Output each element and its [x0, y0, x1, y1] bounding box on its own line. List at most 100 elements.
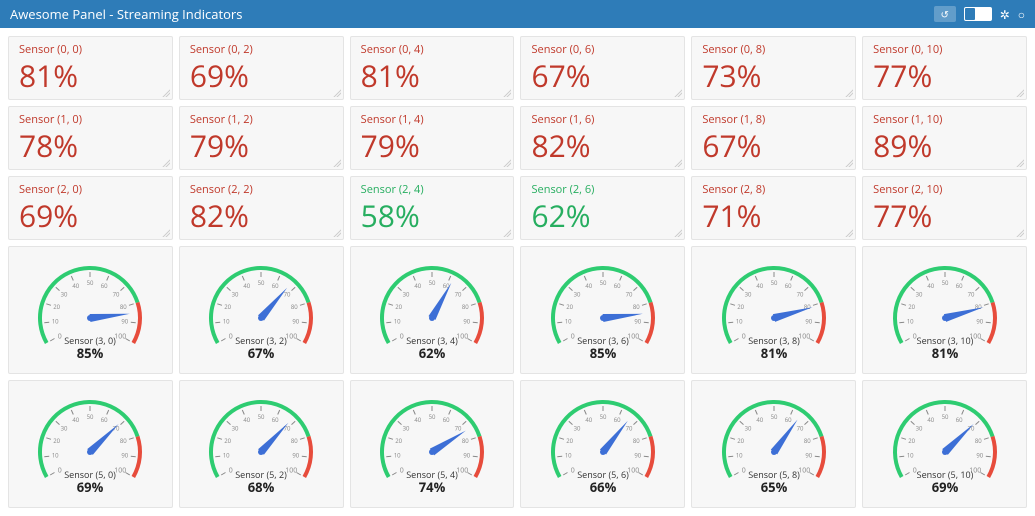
- svg-text:20: 20: [395, 437, 402, 445]
- sun-icon[interactable]: ✲: [1000, 6, 1010, 23]
- svg-text:80: 80: [804, 437, 811, 445]
- svg-text:80: 80: [120, 303, 127, 311]
- gauge-svg: 0102030405060708090100Sensor (5, 8)65%: [699, 384, 849, 504]
- svg-text:100: 100: [456, 467, 468, 476]
- svg-text:40: 40: [244, 416, 251, 424]
- svg-text:80: 80: [462, 303, 469, 311]
- svg-text:60: 60: [272, 282, 279, 290]
- svg-text:10: 10: [52, 318, 59, 326]
- gauge-needle: [430, 431, 466, 456]
- svg-text:50: 50: [770, 279, 777, 287]
- gauge-svg: 0102030405060708090100Sensor (3, 0)85%: [15, 250, 165, 370]
- resize-handle-icon[interactable]: [503, 89, 511, 97]
- gauge-svg: 0102030405060708090100Sensor (3, 4)62%: [357, 250, 507, 370]
- svg-text:80: 80: [974, 437, 981, 445]
- svg-text:80: 80: [291, 303, 298, 311]
- number-card: Sensor (0, 8)73%: [691, 36, 856, 100]
- number-card: Sensor (0, 4)81%: [350, 36, 515, 100]
- theme-toggle[interactable]: [964, 7, 992, 21]
- number-card: Sensor (1, 10)89%: [862, 106, 1027, 170]
- gauge-svg: 0102030405060708090100Sensor (5, 10)69%: [870, 384, 1020, 504]
- resize-handle-icon[interactable]: [1016, 89, 1024, 97]
- svg-text:70: 70: [796, 291, 803, 299]
- svg-text:50: 50: [941, 279, 948, 287]
- svg-text:0: 0: [229, 333, 233, 342]
- resize-handle-icon[interactable]: [674, 89, 682, 97]
- gauge-card: 0102030405060708090100Sensor (3, 10)81%: [862, 246, 1027, 374]
- resize-handle-icon[interactable]: [674, 159, 682, 167]
- undo-button[interactable]: ↺: [934, 6, 956, 22]
- number-card: Sensor (0, 0)81%: [8, 36, 173, 100]
- svg-text:30: 30: [573, 425, 580, 433]
- svg-text:40: 40: [414, 282, 421, 290]
- svg-text:100: 100: [798, 333, 810, 342]
- gauge-needle: [429, 283, 452, 320]
- resize-handle-icon[interactable]: [674, 229, 682, 237]
- resize-handle-icon[interactable]: [333, 89, 341, 97]
- number-card: Sensor (1, 6)82%: [520, 106, 685, 170]
- gauge-svg: 0102030405060708090100Sensor (5, 2)68%: [186, 384, 336, 504]
- app-title: Awesome Panel - Streaming Indicators: [10, 5, 934, 23]
- number-card: Sensor (1, 0)78%: [8, 106, 173, 170]
- number-card: Sensor (0, 6)67%: [520, 36, 685, 100]
- card-value: 77%: [873, 199, 1016, 233]
- settings-icon[interactable]: ○: [1018, 6, 1025, 23]
- resize-handle-icon[interactable]: [503, 159, 511, 167]
- svg-text:60: 60: [443, 282, 450, 290]
- svg-text:0: 0: [400, 467, 404, 476]
- svg-text:20: 20: [908, 437, 915, 445]
- svg-text:40: 40: [585, 416, 592, 424]
- gauge-card: 0102030405060708090100Sensor (3, 0)85%: [8, 246, 173, 374]
- resize-handle-icon[interactable]: [1016, 159, 1024, 167]
- resize-handle-icon[interactable]: [333, 229, 341, 237]
- resize-handle-icon[interactable]: [162, 229, 170, 237]
- card-value: 79%: [190, 129, 333, 163]
- gauge-svg: 0102030405060708090100Sensor (3, 6)85%: [528, 250, 678, 370]
- dashboard-grid: Sensor (0, 0)81%Sensor (0, 2)69%Sensor (…: [0, 28, 1035, 516]
- card-value: 71%: [702, 199, 845, 233]
- svg-text:70: 70: [455, 425, 462, 433]
- resize-handle-icon[interactable]: [503, 229, 511, 237]
- resize-handle-icon[interactable]: [845, 229, 853, 237]
- card-value: 67%: [531, 59, 674, 93]
- number-card: Sensor (1, 8)67%: [691, 106, 856, 170]
- card-value: 78%: [19, 129, 162, 163]
- gauge-value: 85%: [77, 344, 104, 362]
- svg-text:20: 20: [224, 303, 231, 311]
- number-card: Sensor (1, 2)79%: [179, 106, 344, 170]
- svg-text:90: 90: [293, 452, 300, 460]
- svg-text:10: 10: [735, 452, 742, 460]
- svg-text:40: 40: [73, 282, 80, 290]
- card-value: 82%: [190, 199, 333, 233]
- card-value: 67%: [702, 129, 845, 163]
- card-value: 89%: [873, 129, 1016, 163]
- gauge-value: 85%: [590, 344, 617, 362]
- svg-text:10: 10: [565, 318, 572, 326]
- svg-text:50: 50: [941, 413, 948, 421]
- card-value: 81%: [361, 59, 504, 93]
- svg-text:20: 20: [54, 303, 61, 311]
- resize-handle-icon[interactable]: [333, 159, 341, 167]
- resize-handle-icon[interactable]: [1016, 229, 1024, 237]
- resize-handle-icon[interactable]: [162, 89, 170, 97]
- svg-text:30: 30: [744, 425, 751, 433]
- svg-text:70: 70: [967, 291, 974, 299]
- svg-text:100: 100: [286, 333, 298, 342]
- svg-text:0: 0: [58, 467, 62, 476]
- svg-text:30: 30: [61, 291, 68, 299]
- svg-text:10: 10: [223, 452, 230, 460]
- svg-text:100: 100: [627, 333, 639, 342]
- gauge-card: 0102030405060708090100Sensor (5, 10)69%: [862, 380, 1027, 508]
- svg-text:70: 70: [455, 291, 462, 299]
- svg-text:40: 40: [73, 416, 80, 424]
- number-card: Sensor (2, 8)71%: [691, 176, 856, 240]
- svg-text:70: 70: [796, 425, 803, 433]
- svg-text:10: 10: [565, 452, 572, 460]
- gauge-card: 0102030405060708090100Sensor (5, 0)69%: [8, 380, 173, 508]
- gauge-svg: 0102030405060708090100Sensor (3, 2)67%: [186, 250, 336, 370]
- resize-handle-icon[interactable]: [162, 159, 170, 167]
- svg-text:100: 100: [627, 467, 639, 476]
- gauge-svg: 0102030405060708090100Sensor (5, 4)74%: [357, 384, 507, 504]
- resize-handle-icon[interactable]: [845, 89, 853, 97]
- resize-handle-icon[interactable]: [845, 159, 853, 167]
